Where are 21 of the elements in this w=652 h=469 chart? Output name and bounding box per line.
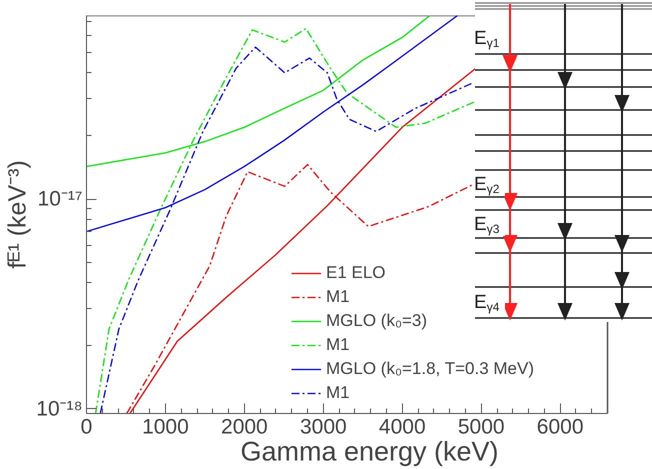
x-tick-label: 5000 — [458, 416, 505, 438]
y-tick-label: 10⁻¹⁸ — [36, 397, 83, 420]
x-tick-label: 1000 — [142, 416, 189, 438]
x-tick-label: 0 — [80, 416, 92, 438]
legend-label: M1 — [326, 286, 350, 308]
legend-label: MGLO (k₀=3) — [326, 310, 428, 332]
annotation: E$_{γ4}$ — [474, 292, 500, 314]
legend-label: MGLO (k₀=1.8, T=0.3 MeV) — [326, 358, 534, 380]
legend-label: E1 ELO — [326, 262, 386, 284]
x-tick-label: 4000 — [378, 416, 426, 438]
x-tick-label: 6000 — [536, 416, 584, 438]
annotation: E$_{γ3}$ — [474, 214, 500, 236]
legend-label: M1 — [326, 382, 350, 404]
x-axis-title: Gamma energy (keV) — [240, 436, 499, 466]
annotation: E$_{γ2}$ — [474, 174, 500, 196]
legend-label: M1 — [326, 334, 350, 356]
y-axis-title: fᴱ¹ (keV⁻³) — [3, 160, 32, 269]
annotation: E$_{γ1}$ — [474, 28, 500, 50]
y-tick-label: 10⁻¹⁷ — [38, 188, 83, 211]
x-tick-label: 2000 — [221, 416, 268, 438]
x-tick-label: 3000 — [300, 416, 347, 438]
